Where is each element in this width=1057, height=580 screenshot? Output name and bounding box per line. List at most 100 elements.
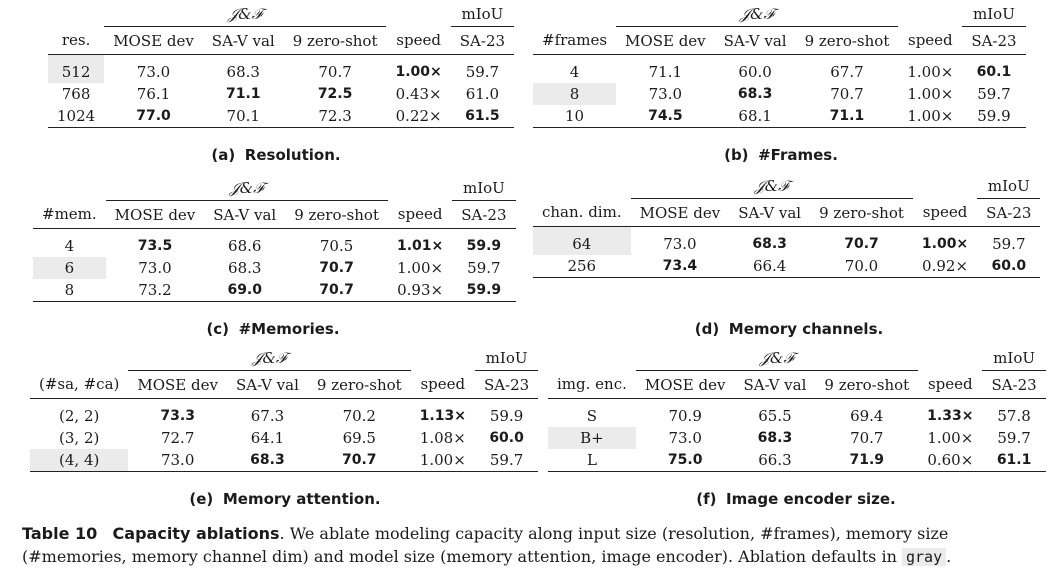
cell-mose-dev: 73.0 <box>663 235 697 253</box>
table-row: 4 73.5 68.6 70.5 1.01× 59.9 <box>33 229 516 258</box>
gray-keyword: gray <box>901 548 947 566</box>
cell-sav-val: 68.3 <box>752 236 787 252</box>
table-row: (3, 2) 72.7 64.1 69.5 1.08× 60.0 <box>30 427 538 449</box>
table-row: B+ 73.0 68.3 70.7 1.00× 59.7 <box>548 427 1046 449</box>
column-header-speed: speed <box>387 200 453 229</box>
column-header-sav-val: SA-V val <box>714 26 796 55</box>
subtable-memory-attention: 𝒥&ℱ mIoU (#sa, #ca) MOSE dev SA-V val 9 zero-… <box>30 346 539 472</box>
group-header-spacer <box>48 2 104 27</box>
cell-setting: 6 <box>33 257 106 279</box>
cell-zero-shot: 70.7 <box>307 449 411 472</box>
group-header-row: 𝒥&ℱ mIoU <box>548 346 1046 371</box>
cell-speed: 1.08× <box>419 429 466 447</box>
table-row: (2, 2) 73.3 67.3 70.2 1.13× 59.9 <box>30 399 538 428</box>
cell-sav-val: 68.3 <box>757 430 793 446</box>
caption-frames: (b) #Frames. <box>533 146 1029 164</box>
subcaption-label: (e) <box>189 490 214 508</box>
column-header-setting: #frames <box>533 26 617 55</box>
column-header-sa23: SA-23 <box>962 26 1026 55</box>
cell-sav-val: 71.1 <box>225 86 261 102</box>
subcaption-label: (c) <box>206 320 230 338</box>
cell-setting: (2, 2) <box>59 407 100 425</box>
group-header-spacer <box>388 176 452 201</box>
caption-memory-channels: (d) Memory channels. <box>533 320 1045 338</box>
jf-group-label: 𝒥&ℱ <box>616 2 899 27</box>
subcaption-label: (d) <box>694 320 720 338</box>
column-header-mose-dev: MOSE dev <box>105 200 205 229</box>
table-title: Capacity ablations <box>112 524 280 543</box>
cell-setting: 4 <box>569 63 580 81</box>
jf-group-label: 𝒥&ℱ <box>630 174 913 199</box>
cell-sa23: 60.0 <box>489 430 524 446</box>
subcaption-text: Image encoder size. <box>726 490 896 508</box>
column-header-mose-dev: MOSE dev <box>128 370 227 399</box>
table-row: L 75.0 66.3 71.9 0.60× 61.1 <box>548 449 1046 472</box>
cell-mose-dev: 73.4 <box>630 255 730 278</box>
subcaption-text: Resolution. <box>244 146 341 164</box>
cell-sa23: 59.9 <box>452 279 516 302</box>
miou-group-label: mIoU <box>962 2 1026 27</box>
cell-sav-val: 68.3 <box>226 63 260 81</box>
cell-setting: L <box>548 449 636 472</box>
column-header-mose-dev: MOSE dev <box>635 370 735 399</box>
column-header-row: chan. dim. MOSE dev SA-V val 9 zero-shot spe… <box>533 198 1041 227</box>
jf-group-label: 𝒥&ℱ <box>104 2 387 27</box>
column-header-setting: chan. dim. <box>533 198 631 227</box>
caption-period: . <box>946 547 952 566</box>
table-row: 512 73.0 68.3 70.7 1.00× 59.7 <box>48 54 514 83</box>
cell-zero-shot: 71.9 <box>815 449 919 472</box>
cell-zero-shot: 69.4 <box>850 407 884 425</box>
ablation-table: 𝒥&ℱ mIoU res. MOSE dev SA-V val 9 zero-shot sp… <box>48 2 515 128</box>
cell-mose-dev: 74.5 <box>616 105 715 128</box>
cell-mose-dev: 77.0 <box>104 105 203 128</box>
cell-sav-val: 68.6 <box>228 237 262 255</box>
cell-mose-dev: 71.1 <box>648 63 683 81</box>
cell-setting: 512 <box>48 54 105 83</box>
group-header-row: 𝒥&ℱ mIoU <box>30 346 539 371</box>
cell-sa23: 59.9 <box>962 105 1026 128</box>
cell-sav-val: 70.1 <box>202 105 284 128</box>
column-header-row: (#sa, #ca) MOSE dev SA-V val 9 zero-shot spe… <box>30 370 539 399</box>
group-header-spacer <box>411 346 475 371</box>
group-header-row: 𝒥&ℱ mIoU <box>33 176 516 201</box>
cell-sav-val: 66.4 <box>729 255 811 278</box>
cell-mose-dev: 73.0 <box>136 63 171 81</box>
cell-sa23: 61.0 <box>465 85 500 103</box>
cell-sa23: 59.7 <box>992 235 1026 253</box>
cell-sav-val: 69.0 <box>204 279 286 302</box>
cell-setting: 10 <box>533 105 617 128</box>
cell-sa23: 60.0 <box>977 255 1041 278</box>
cell-zero-shot: 71.1 <box>795 105 899 128</box>
column-header-speed: speed <box>912 198 978 227</box>
subcaption-label: (a) <box>211 146 236 164</box>
cell-sav-val: 66.3 <box>734 449 816 472</box>
cell-speed: 0.43× <box>395 85 442 103</box>
subtable-resolution: 𝒥&ℱ mIoU res. MOSE dev SA-V val 9 zero-shot sp… <box>48 2 515 128</box>
column-header-zero-shot: 9 zero-shot <box>810 198 913 227</box>
cell-sav-val: 67.3 <box>250 407 285 425</box>
group-header-spacer <box>33 176 106 201</box>
subcaption-label: (f) <box>696 490 717 508</box>
column-header-mose-dev: MOSE dev <box>104 26 203 55</box>
cell-sav-val: 68.3 <box>228 259 262 277</box>
cell-speed: 1.00× <box>927 429 974 447</box>
cell-mose-dev: 72.7 <box>160 429 195 447</box>
cell-speed: 1.00× <box>410 449 475 472</box>
table-row: (4, 4) 73.0 68.3 70.7 1.00× 59.7 <box>30 449 539 472</box>
column-header-zero-shot: 9 zero-shot <box>307 370 411 399</box>
jf-group-label: 𝒥&ℱ <box>128 346 411 371</box>
cell-mose-dev: 73.0 <box>648 85 683 103</box>
cell-speed: 0.22× <box>386 105 451 128</box>
cell-sa23: 60.1 <box>976 64 1012 80</box>
group-header-spacer <box>918 346 982 371</box>
group-header-spacer <box>533 2 616 27</box>
cell-speed: 0.93× <box>387 279 453 302</box>
group-header-row: 𝒥&ℱ mIoU <box>533 2 1026 27</box>
cell-mose-dev: 73.0 <box>138 259 172 277</box>
cell-sav-val: 64.1 <box>250 429 285 447</box>
cell-zero-shot: 67.7 <box>830 63 864 81</box>
cell-mose-dev: 73.0 <box>128 449 227 472</box>
cell-setting: 64 <box>533 226 631 255</box>
subcaption-text: Memory attention. <box>222 490 381 508</box>
